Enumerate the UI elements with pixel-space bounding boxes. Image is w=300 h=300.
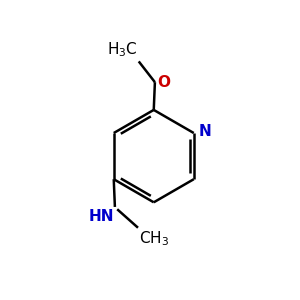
Text: O: O [157, 75, 170, 90]
Text: CH$_3$: CH$_3$ [139, 229, 169, 248]
Text: N: N [199, 124, 211, 140]
Text: HN: HN [88, 209, 114, 224]
Text: H$_3$C: H$_3$C [107, 40, 138, 59]
